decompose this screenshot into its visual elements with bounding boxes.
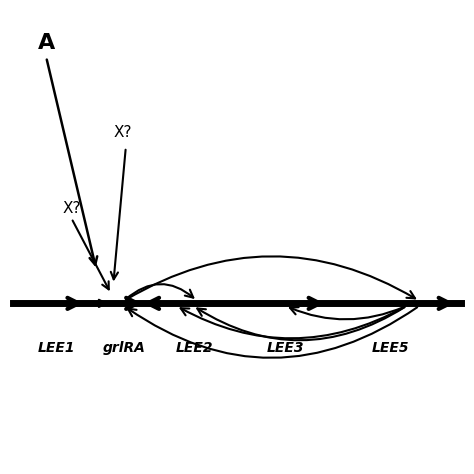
Text: LEE3: LEE3: [266, 341, 304, 356]
Text: LEE2: LEE2: [176, 341, 214, 356]
Text: A: A: [38, 33, 55, 53]
Text: X?: X?: [63, 201, 82, 216]
Text: X?: X?: [113, 125, 132, 140]
Text: LEE5: LEE5: [371, 341, 409, 356]
Text: LEE1: LEE1: [38, 341, 75, 356]
Text: grlRA: grlRA: [103, 341, 146, 356]
